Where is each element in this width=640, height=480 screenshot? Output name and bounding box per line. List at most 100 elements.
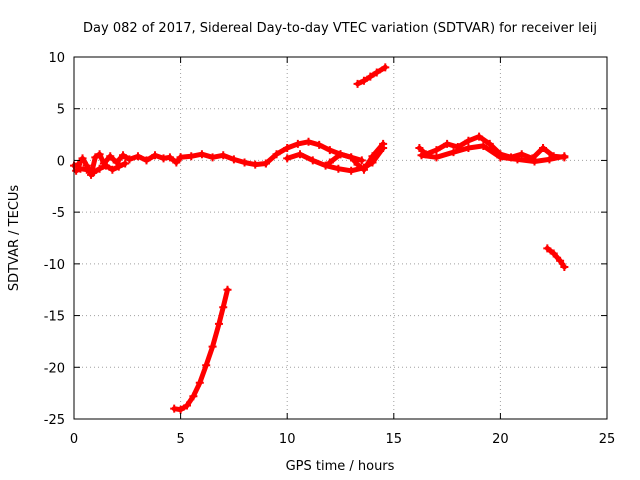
data-point [82, 165, 91, 174]
data-point [325, 158, 334, 167]
data-point [229, 155, 238, 164]
data-point [353, 160, 362, 169]
data-point [208, 153, 217, 162]
data-point [347, 153, 356, 162]
data-point [308, 156, 317, 165]
data-point [176, 405, 185, 414]
data-point [347, 166, 356, 175]
data-point [513, 155, 522, 164]
data-point [283, 154, 292, 163]
y-tick-label: -20 [44, 361, 65, 376]
data-point [366, 72, 375, 81]
data-point [353, 79, 362, 88]
data-point [372, 68, 381, 77]
data-point [432, 146, 441, 155]
data-point [197, 150, 206, 159]
data-point [214, 319, 223, 328]
data-point [304, 137, 313, 146]
series-line-segment-4.7-7.2h [171, 287, 230, 413]
plot-frame [73, 56, 608, 420]
y-tick-label: -15 [44, 310, 65, 325]
data-point [108, 165, 117, 174]
data-point [517, 150, 526, 159]
x-tick-label: 25 [599, 432, 616, 447]
data-point [464, 144, 473, 153]
data-point [101, 161, 110, 170]
data-point [539, 144, 548, 153]
data-point [334, 164, 343, 173]
y-tick-label: 0 [57, 154, 65, 169]
y-tick-label: -10 [44, 258, 65, 273]
data-point [295, 150, 304, 159]
x-tick-label: 15 [386, 432, 403, 447]
x-tick-label: 10 [279, 432, 296, 447]
y-tick-label: -5 [52, 206, 65, 221]
data-point [223, 285, 232, 294]
y-tick-label: 10 [48, 51, 65, 66]
data-point [187, 152, 196, 161]
data-point [76, 164, 85, 173]
data-point [72, 166, 81, 175]
data-point [125, 155, 134, 164]
data-point [176, 153, 185, 162]
data-point [357, 156, 366, 165]
data-point [133, 152, 142, 161]
data-point [219, 303, 228, 312]
data-point [95, 164, 104, 173]
x-tick-label: 0 [70, 432, 78, 447]
data-point [208, 342, 217, 351]
y-axis-label: SDTVAR / TECUs [7, 185, 22, 292]
data-point [219, 151, 228, 160]
data-point [449, 148, 458, 157]
data-point [315, 140, 324, 149]
data-point [543, 244, 552, 253]
data-point [325, 146, 334, 155]
data-point [475, 132, 484, 141]
data-point [202, 361, 211, 370]
data-point [91, 153, 100, 162]
y-tick-label: -25 [44, 413, 65, 428]
tick-layer: 0 5 10 15 20 25 -25 -20 -15 -10 -5 0 5 10 [44, 51, 616, 447]
data-point [189, 392, 198, 401]
data-point [381, 63, 390, 72]
data-point [359, 76, 368, 85]
data-point [272, 150, 281, 159]
data-point [114, 162, 123, 171]
data-point [95, 150, 104, 159]
chart-title: Day 082 of 2017, Sidereal Day-to-day VTE… [83, 21, 597, 36]
data-point [530, 157, 539, 166]
data-point [170, 404, 179, 413]
series-line-segment-22-23h-low [544, 245, 567, 270]
data-point [560, 152, 569, 161]
data-point [368, 152, 377, 161]
data-point [142, 156, 151, 165]
data-point [359, 165, 368, 174]
data-point [443, 139, 452, 148]
data-point [121, 159, 130, 168]
y-tick-label: 5 [57, 103, 65, 118]
data-point [151, 151, 160, 160]
data-point [165, 153, 174, 162]
data-point [240, 158, 249, 167]
data-point [336, 150, 345, 159]
data-point [195, 378, 204, 387]
data-point [78, 154, 87, 163]
data-point [159, 154, 168, 163]
data-point [485, 139, 494, 148]
x-axis-label: GPS time / hours [286, 459, 395, 474]
data-point [560, 262, 569, 271]
series-layer [70, 63, 569, 414]
data-point [251, 160, 260, 169]
data-point [556, 256, 565, 265]
data-point [417, 151, 426, 160]
data-point [261, 159, 270, 168]
data-point [379, 139, 388, 148]
data-point [415, 144, 424, 153]
series-line-band-16-23h-low [419, 143, 567, 164]
data-point [106, 152, 115, 161]
data-point [119, 151, 128, 160]
x-tick-label: 20 [492, 432, 509, 447]
data-point [89, 168, 98, 177]
